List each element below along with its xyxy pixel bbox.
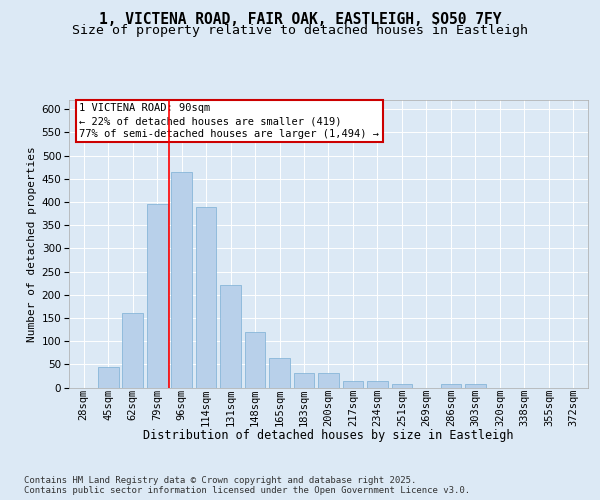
Bar	[343, 382, 364, 388]
Bar	[440, 384, 461, 388]
X-axis label: Distribution of detached houses by size in Eastleigh: Distribution of detached houses by size …	[143, 429, 514, 442]
Bar	[367, 382, 388, 388]
Bar	[293, 372, 314, 388]
Bar	[196, 206, 217, 388]
Text: Size of property relative to detached houses in Eastleigh: Size of property relative to detached ho…	[72, 24, 528, 37]
Bar	[220, 286, 241, 388]
Text: 1 VICTENA ROAD: 90sqm
← 22% of detached houses are smaller (419)
77% of semi-det: 1 VICTENA ROAD: 90sqm ← 22% of detached …	[79, 103, 379, 140]
Bar	[98, 366, 119, 388]
Bar	[122, 314, 143, 388]
Bar	[392, 384, 412, 388]
Y-axis label: Number of detached properties: Number of detached properties	[28, 146, 37, 342]
Bar	[245, 332, 265, 388]
Bar	[269, 358, 290, 388]
Bar	[465, 384, 486, 388]
Bar	[171, 172, 192, 388]
Bar	[147, 204, 167, 388]
Text: Contains HM Land Registry data © Crown copyright and database right 2025.
Contai: Contains HM Land Registry data © Crown c…	[24, 476, 470, 495]
Bar	[318, 372, 339, 388]
Text: 1, VICTENA ROAD, FAIR OAK, EASTLEIGH, SO50 7FY: 1, VICTENA ROAD, FAIR OAK, EASTLEIGH, SO…	[99, 12, 501, 28]
